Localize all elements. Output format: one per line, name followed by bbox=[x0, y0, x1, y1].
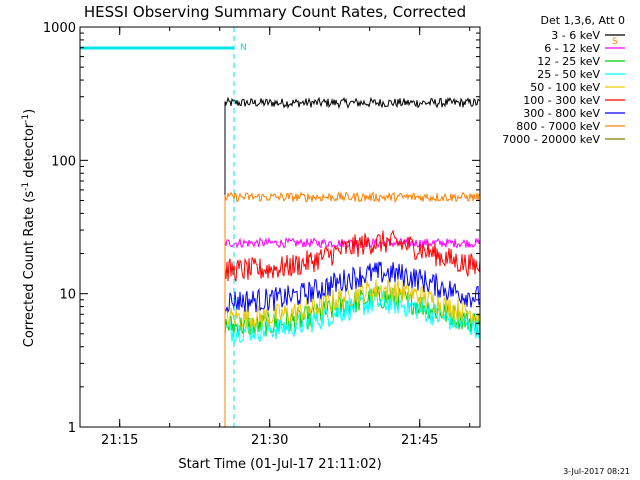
legend-entry-label: 12 - 25 keV bbox=[537, 55, 600, 68]
y-axis-label: Corrected Count Rate (s-1 detector-1) bbox=[21, 109, 37, 347]
legend-entry-label: 50 - 100 keV bbox=[530, 81, 600, 94]
x-tick-label: 21:45 bbox=[401, 433, 438, 448]
series-line-100-300-kev bbox=[224, 229, 481, 427]
series-line-50-100-kev bbox=[224, 279, 481, 427]
legend-entry-label: 7000 - 20000 keV bbox=[502, 133, 600, 146]
legend-header: Det 1,3,6, Att 0 bbox=[541, 14, 625, 27]
series-line-3-6-kev bbox=[224, 96, 481, 427]
plot-frame bbox=[79, 26, 481, 428]
y-tick-label: 10 bbox=[59, 288, 76, 303]
series-line-300-800-kev bbox=[224, 261, 481, 427]
legend-entry-label: 25 - 50 keV bbox=[537, 68, 600, 81]
legend-entry-label: 100 - 300 keV bbox=[523, 94, 600, 107]
legend-entry-label: 800 - 7000 keV bbox=[516, 120, 600, 133]
y-tick-label: 100 bbox=[51, 154, 76, 169]
y-tick-label: 1 bbox=[68, 421, 76, 436]
legend-entry-label: 6 - 12 keV bbox=[544, 42, 600, 55]
night-label: N bbox=[240, 43, 247, 53]
legend-entry-label: 3 - 6 keV bbox=[551, 29, 600, 42]
chart-title: HESSI Observing Summary Count Rates, Cor… bbox=[84, 3, 466, 21]
x-axis-label: Start Time (01-Jul-17 21:11:02) bbox=[178, 457, 381, 472]
x-tick-label: 21:15 bbox=[101, 433, 138, 448]
plot-timestamp: 3-Jul-2017 08:21 bbox=[563, 467, 630, 476]
saa-label: S bbox=[612, 37, 618, 47]
legend-entry-label: 300 - 800 keV bbox=[523, 107, 600, 120]
y-tick-label: 1000 bbox=[43, 21, 76, 36]
series-line-25-50-kev bbox=[224, 290, 481, 427]
series-line-800-7000-kev bbox=[224, 191, 481, 427]
x-tick-label: 21:30 bbox=[251, 433, 288, 448]
